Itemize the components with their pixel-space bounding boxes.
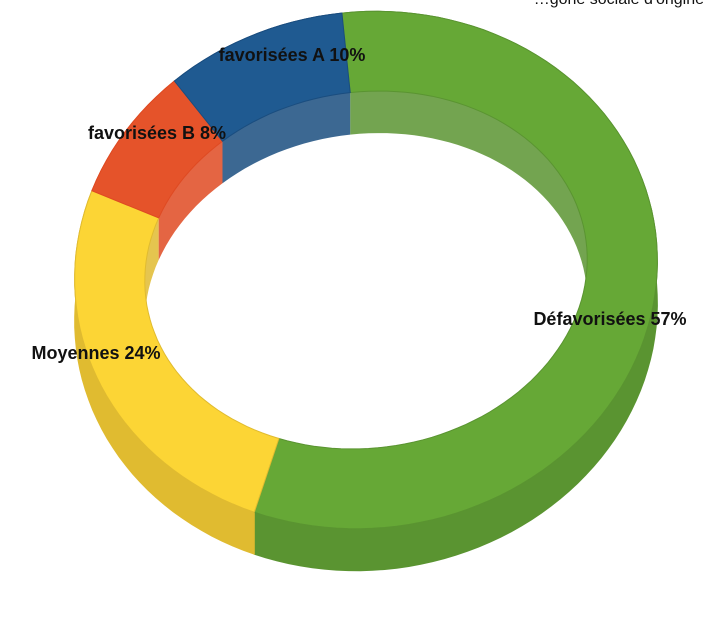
slice-tops [74,10,658,530]
slice-label-favorisees-b: favorisées B 8% [88,123,226,143]
slice-label-defavorisees: Défavorisées 57% [533,309,686,329]
slice-favorisees-a [173,12,351,142]
slice-label-favorisees-a: favorisées A 10% [219,45,366,65]
slice-inner-wall-favorisees-b [158,141,223,260]
slice-inner-wall-favorisees-a [222,92,351,184]
slice-labels: Défavorisées 57% Moyennes 24% favorisées B… [31,45,686,363]
slice-label-moyennes: Moyennes 24% [31,343,160,363]
donut-hole [145,134,587,490]
chart-title-clipped: …gorie sociale d'origine [534,0,704,9]
